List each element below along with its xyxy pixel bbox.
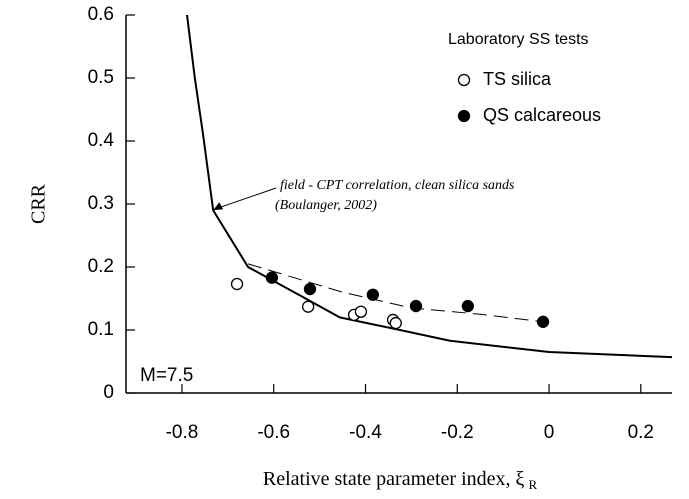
legend-marker: [457, 109, 471, 123]
y-tick-label: 0.4: [88, 130, 115, 151]
data-point: [389, 316, 402, 330]
x-tick-label: -0.2: [441, 422, 474, 443]
data-point: [366, 288, 379, 301]
y-tick-label: 0.5: [88, 67, 114, 88]
y-axis-label: CRR: [28, 183, 50, 224]
legend-title: Laboratory SS tests: [448, 31, 589, 48]
y-tick-label: 0.6: [88, 4, 114, 25]
y-tick-label: 0.3: [88, 193, 114, 214]
curve: [247, 263, 544, 323]
legend-label: TS silica: [483, 69, 552, 89]
legend-marker: [457, 73, 471, 87]
data-point: [536, 315, 550, 328]
x-tick-label: -0.8: [166, 422, 199, 443]
curve: [186, 14, 673, 359]
data-point: [461, 299, 474, 313]
annotation: field - CPT correlation, clean silica sa…: [280, 178, 515, 193]
x-tick-label: -0.6: [257, 422, 290, 443]
x-axis-label-text: Relative state parameter index, ξ: [263, 468, 525, 490]
x-axis-label-subscript: R: [528, 477, 537, 492]
x-tick-label: 0: [544, 422, 555, 443]
legend-label: QS calcareous: [483, 105, 601, 125]
annotation-arrow: [217, 187, 277, 209]
data-point: [409, 299, 423, 313]
y-tick-label: 0.1: [88, 319, 114, 340]
annotation: (Boulanger, 2002): [275, 198, 377, 213]
x-tick-label: 0.2: [628, 422, 654, 443]
box-label: M=7.5: [140, 365, 193, 386]
data-point: [354, 305, 368, 318]
data-point: [303, 282, 317, 296]
y-tick-label: 0: [103, 382, 114, 403]
y-tick-label: 0.2: [88, 256, 114, 277]
data-point: [230, 277, 244, 291]
arrow-head: [213, 202, 224, 211]
data-point: [302, 300, 315, 313]
x-tick-label: -0.4: [349, 422, 382, 443]
data-point: [265, 271, 279, 284]
